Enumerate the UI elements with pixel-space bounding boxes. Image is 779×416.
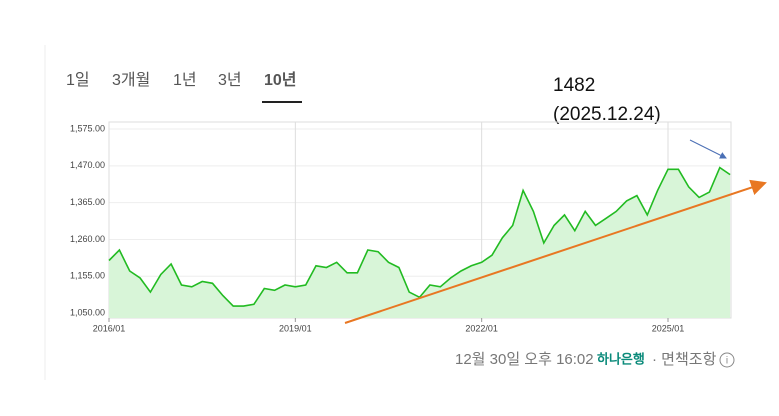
trend-arrow: [344, 179, 767, 324]
annotation-arrow: [689, 139, 727, 159]
period-tab[interactable]: 3년: [218, 71, 242, 89]
y-tick-label: 1,365.00: [70, 197, 105, 207]
period-tab[interactable]: 3개월: [112, 71, 150, 89]
period-tab[interactable]: 1일: [66, 71, 90, 89]
bank-name: 하나은행: [597, 351, 645, 366]
x-tick-label: 2022/01: [465, 323, 498, 333]
annotation-date: (2025.12.24): [553, 104, 661, 125]
y-tick-label: 1,470.00: [70, 160, 105, 170]
y-tick-label: 1,260.00: [70, 234, 105, 244]
y-tick-label: 1,155.00: [70, 271, 105, 281]
disclaimer[interactable]: · 면책조항: [652, 351, 717, 368]
y-tick-label: 1,575.00: [70, 123, 105, 133]
info-icon-glyph: i: [726, 356, 728, 367]
area: [109, 167, 731, 318]
y-tick-label: 1,050.00: [70, 307, 105, 317]
annotation-value: 1482: [553, 75, 595, 96]
period-tab[interactable]: 10년: [264, 70, 297, 89]
x-tick-label: 2019/01: [279, 323, 312, 333]
x-tick-label: 2016/01: [93, 323, 126, 333]
info-icon[interactable]: [719, 352, 735, 368]
period-tab[interactable]: 1년: [173, 71, 197, 89]
update-time: 12월 30일 오후 16:02: [455, 351, 594, 368]
x-tick-label: 2025/01: [652, 323, 685, 333]
